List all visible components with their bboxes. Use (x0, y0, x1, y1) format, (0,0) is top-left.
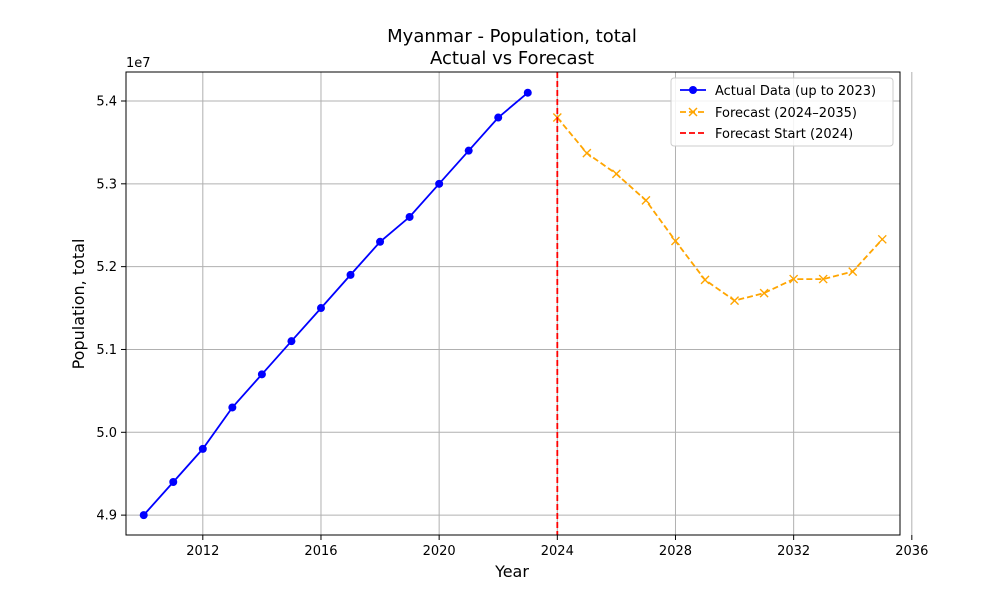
legend-item-actual: Actual Data (up to 2023) (680, 84, 876, 99)
legend-marker-actual (689, 86, 697, 94)
data-point-actual (139, 511, 148, 520)
chart-title: Myanmar - Population, total (387, 26, 637, 47)
data-point-actual (376, 237, 385, 246)
legend-marker-forecast (688, 107, 698, 117)
data-point-actual (287, 337, 296, 346)
x-tick-label: 2024 (541, 544, 574, 559)
data-point-forecast (789, 274, 799, 284)
data-point-forecast (848, 267, 858, 277)
x-tick-label: 2032 (777, 544, 810, 559)
data-point-actual (198, 444, 207, 453)
y-tick-label: 5.2 (96, 260, 117, 275)
data-point-forecast (670, 236, 680, 246)
data-point-forecast (641, 195, 651, 205)
plot-frame (125, 71, 901, 536)
data-point-actual (494, 113, 503, 122)
axes: 2012 2016 2020 2024 2028 2032 2036 4.9 5.0 5.1 5.2… (96, 71, 928, 559)
y-tick-label: 5.4 (96, 94, 117, 109)
x-tick-label: 2012 (186, 544, 219, 559)
series-line-forecast (556, 117, 883, 302)
y-axis-label: Population, total (69, 239, 88, 370)
x-tick-label: 2036 (895, 544, 928, 559)
legend: Actual Data (up to 2023) Forecast (2024–… (670, 77, 894, 147)
legend-label-forecast-start: Forecast Start (2024) (715, 127, 853, 142)
data-point-forecast (877, 234, 887, 244)
data-point-actual (228, 403, 237, 412)
data-point-forecast (611, 169, 621, 179)
x-tick-label: 2028 (659, 544, 692, 559)
legend-item-forecast-start: Forecast Start (2024) (680, 127, 853, 142)
chart-subtitle: Actual vs Forecast (430, 48, 594, 69)
y-tick-label: 5.0 (96, 426, 117, 441)
series-line-actual (143, 92, 529, 516)
legend-item-forecast: Forecast (2024–2035) (680, 106, 857, 121)
data-point-forecast (759, 288, 769, 298)
data-point-actual (464, 146, 473, 155)
data-point-forecast (582, 148, 592, 158)
data-point-actual (405, 212, 414, 221)
y-tick-label: 5.1 (96, 343, 117, 358)
data-point-forecast (818, 274, 828, 284)
legend-frame (670, 77, 894, 147)
x-axis-label: Year (494, 562, 529, 581)
data-point-actual (257, 370, 266, 379)
y-tick-label: 5.3 (96, 177, 117, 192)
x-tick-label: 2020 (423, 544, 456, 559)
y-tick-label: 4.9 (96, 509, 117, 524)
data-point-actual (523, 88, 532, 97)
data-point-forecast (700, 275, 710, 285)
x-tick-label: 2016 (304, 544, 337, 559)
data-point-actual (435, 179, 444, 188)
data-point-actual (169, 477, 178, 486)
data-point-forecast (730, 296, 740, 306)
data-point-actual (346, 270, 355, 279)
y-scale-label: 1e7 (126, 56, 151, 71)
data-point-actual (316, 304, 325, 313)
legend-label-actual: Actual Data (up to 2023) (715, 84, 876, 99)
legend-label-forecast: Forecast (2024–2035) (715, 106, 857, 121)
series-layer (139, 72, 887, 535)
